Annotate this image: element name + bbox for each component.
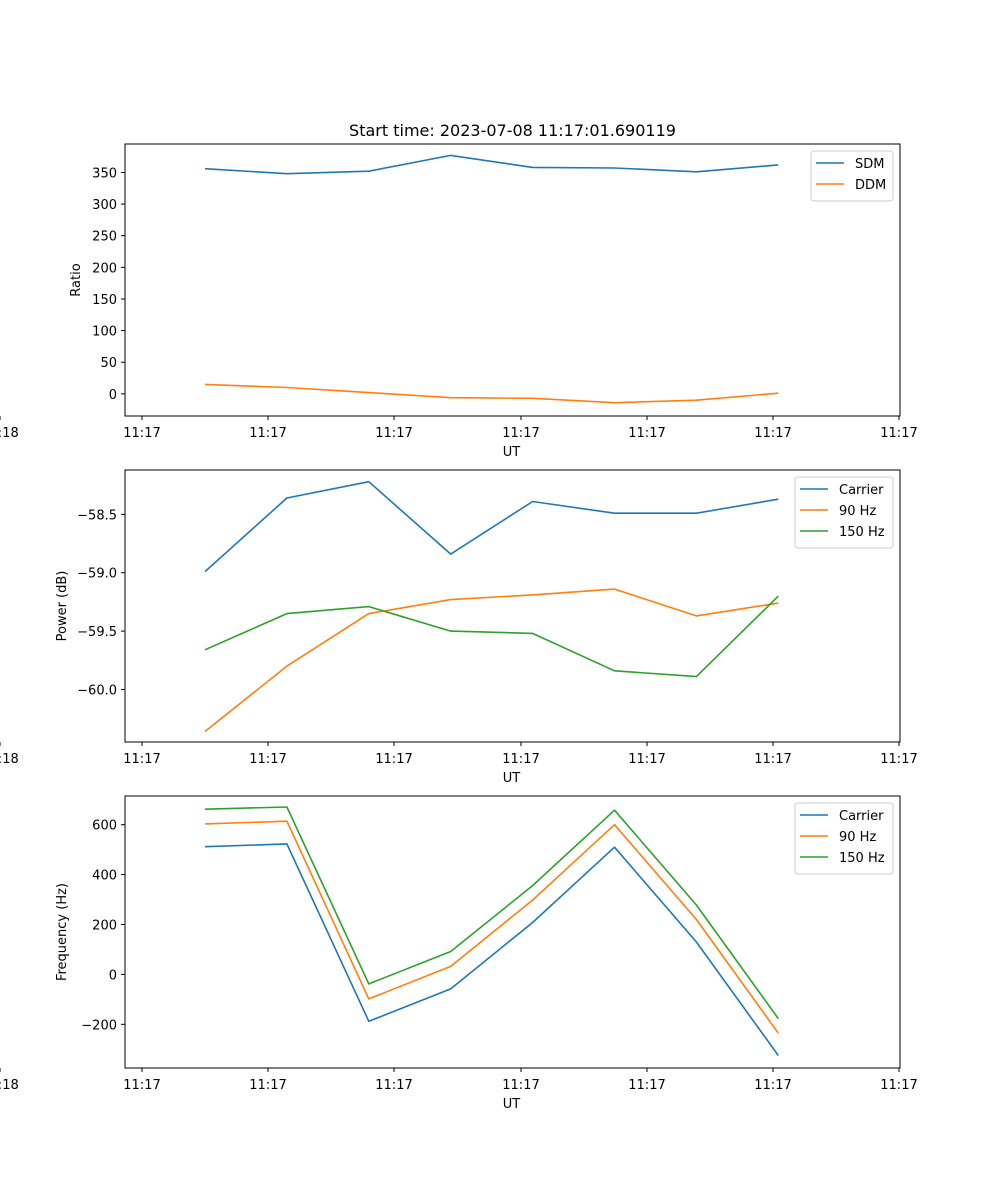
figure-title: Start time: 2023-07-08 11:17:01.690119 bbox=[349, 121, 676, 140]
x-tick-label: 11:17 bbox=[502, 752, 539, 767]
legend-label: 150 Hz bbox=[839, 851, 885, 866]
y-tick-label: −59.5 bbox=[77, 625, 117, 640]
legend: Carrier 90 Hz 150 Hz bbox=[794, 802, 894, 875]
y-tick-label: 100 bbox=[92, 325, 117, 340]
x-tick-label: 11:17 bbox=[628, 1078, 665, 1093]
series-line-90-hz bbox=[204, 820, 779, 1034]
legend-label: DDM bbox=[855, 178, 886, 193]
legend-label: Carrier bbox=[839, 809, 884, 824]
x-axis-label: UT bbox=[503, 1097, 521, 1112]
x-tick-label: 11:17 bbox=[123, 752, 160, 767]
series-line-carrier bbox=[204, 843, 779, 1056]
x-tick-label: 11:17 bbox=[628, 752, 665, 767]
x-tick-label: 11:17 bbox=[754, 426, 791, 441]
y-tick-label: 0 bbox=[109, 968, 117, 983]
y-tick-label: 350 bbox=[92, 166, 117, 181]
x-tick-label: 11:17 bbox=[249, 426, 286, 441]
y-tick-label: 600 bbox=[92, 819, 117, 834]
series-line-ddm bbox=[204, 383, 779, 404]
y-tick-label: −59.0 bbox=[77, 567, 117, 582]
y-tick-label: −58.5 bbox=[77, 508, 117, 523]
axes-frame bbox=[124, 795, 901, 1069]
legend: SDM DDM bbox=[810, 150, 894, 202]
series-line-150-hz bbox=[204, 806, 779, 1020]
axes-1: 11:17 11:17 11:17 11:17 11:17 11:17 11:17 11:18… bbox=[0, 143, 918, 460]
y-tick-label: 300 bbox=[92, 198, 117, 213]
y-tick-label: 400 bbox=[92, 869, 117, 884]
x-tick-label: 11:17 bbox=[375, 426, 412, 441]
series-line-90-hz bbox=[204, 588, 779, 733]
y-tick-label: 0 bbox=[109, 388, 117, 403]
x-axis-label: UT bbox=[503, 771, 521, 786]
y-tick-label: 200 bbox=[92, 919, 117, 934]
x-tick-label: 11:17 bbox=[123, 426, 160, 441]
x-tick-label: 11:17 bbox=[502, 426, 539, 441]
legend-label: 90 Hz bbox=[839, 504, 876, 519]
y-axis-label: Frequency (Hz) bbox=[55, 883, 70, 981]
axes-frame bbox=[124, 469, 901, 743]
y-tick-label: 200 bbox=[92, 261, 117, 276]
x-tick-label: 11:17 bbox=[502, 1078, 539, 1093]
legend-label: 150 Hz bbox=[839, 525, 885, 540]
x-tick-label: 11:17 bbox=[880, 1078, 917, 1093]
x-tick-label: 11:17 bbox=[628, 426, 665, 441]
y-axis-label: Ratio bbox=[69, 263, 84, 296]
legend-label: 90 Hz bbox=[839, 830, 876, 845]
y-tick-label: 150 bbox=[92, 293, 117, 308]
axes-2: 11:17 11:17 11:17 11:17 11:17 11:17 11:17 11:18… bbox=[0, 469, 918, 786]
series-line-carrier bbox=[204, 480, 779, 573]
legend-label: SDM bbox=[855, 157, 884, 172]
y-tick-label: −60.0 bbox=[77, 683, 117, 698]
x-tick-label: 11:17 bbox=[375, 1078, 412, 1093]
series-line-150-hz bbox=[204, 595, 779, 678]
x-tick-label: 11:18 bbox=[0, 1078, 19, 1093]
x-tick-label: 11:17 bbox=[880, 426, 917, 441]
series-line-sdm bbox=[204, 154, 779, 175]
x-tick-label: 11:17 bbox=[880, 752, 917, 767]
x-axis-label: UT bbox=[503, 445, 521, 460]
plots-container: 11:17 11:17 11:17 11:17 11:17 11:17 11:17 11:18… bbox=[0, 143, 918, 1112]
x-tick-label: 11:17 bbox=[249, 752, 286, 767]
legend: Carrier 90 Hz 150 Hz bbox=[794, 476, 894, 549]
x-tick-label: 11:17 bbox=[754, 752, 791, 767]
y-tick-label: 50 bbox=[100, 356, 117, 371]
x-tick-label: 11:17 bbox=[754, 1078, 791, 1093]
x-tick-label: 11:17 bbox=[123, 1078, 160, 1093]
y-tick-label: 250 bbox=[92, 230, 117, 245]
y-tick-label: −200 bbox=[81, 1018, 117, 1033]
x-tick-label: 11:17 bbox=[375, 752, 412, 767]
x-tick-label: 11:18 bbox=[0, 426, 19, 441]
axes-3: 11:17 11:17 11:17 11:17 11:17 11:17 11:17 11:18… bbox=[0, 795, 918, 1112]
axes-frame bbox=[124, 143, 901, 417]
x-tick-label: 11:18 bbox=[0, 752, 19, 767]
y-axis-label: Power (dB) bbox=[55, 571, 70, 642]
x-tick-label: 11:17 bbox=[249, 1078, 286, 1093]
legend-label: Carrier bbox=[839, 483, 884, 498]
